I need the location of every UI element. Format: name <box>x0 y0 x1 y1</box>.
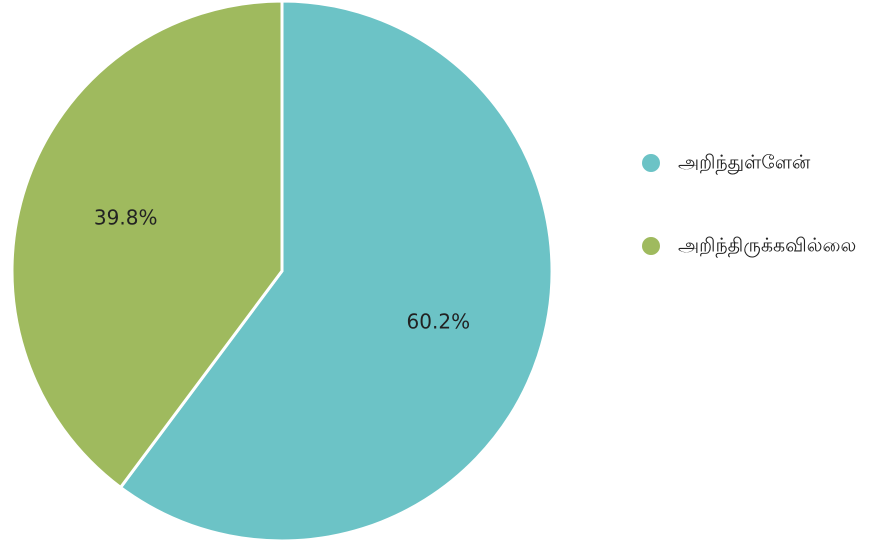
legend-marker-1 <box>642 237 660 255</box>
pie-slice-0 <box>118 0 554 543</box>
legend-label-0: அறிந்துள்ளேன் <box>678 152 811 175</box>
pie-labels: 60.2% 39.8% <box>94 206 470 334</box>
legend: அறிந்துள்ளேன் அறிந்திருக்கவில்லை <box>642 152 856 258</box>
legend-label-1: அறிந்திருக்கவில்லை <box>678 235 856 258</box>
slice-value-label-0: 60.2% <box>407 309 471 333</box>
pie-slice-1 <box>10 0 284 490</box>
pie-slices <box>10 0 554 543</box>
legend-marker-0 <box>642 154 660 172</box>
slice-value-label-1: 39.8% <box>94 206 158 230</box>
